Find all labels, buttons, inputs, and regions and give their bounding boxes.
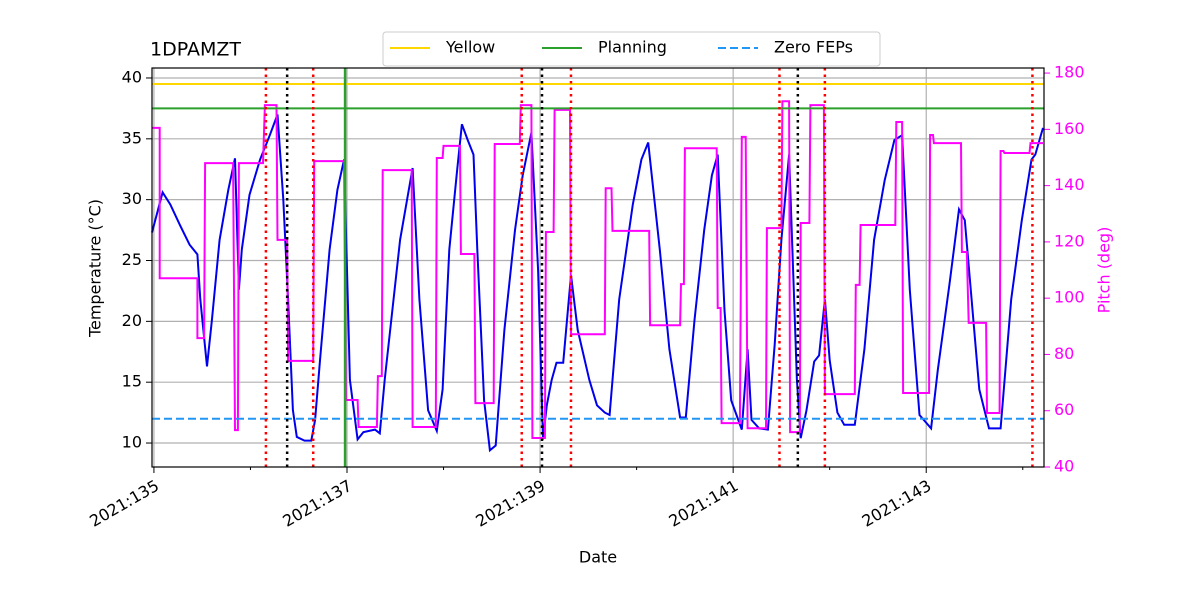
legend: Yellow Planning Zero FEPs [382,31,881,67]
y-tick-label: 25 [122,250,142,269]
legend-label: Planning [598,38,667,57]
y-tick-label: 40 [122,67,142,86]
series-line [151,114,1044,453]
y2-tick-label: 160 [1054,119,1085,138]
y-tick-label: 35 [122,128,142,147]
legend-label: Yellow [445,38,495,57]
y-tick-label: 30 [122,189,142,208]
legend-box [382,31,881,67]
legend-label: Zero FEPs [774,38,853,57]
y2-tick-label: 100 [1054,288,1085,307]
y2-tick-label: 80 [1054,344,1074,363]
x-tick-label: 2021:141 [666,476,742,531]
y2-tick-label: 60 [1054,400,1074,419]
y-tick-label: 10 [122,433,142,452]
y-tick-label: 15 [122,372,142,391]
x-tick-label: 2021:135 [86,476,162,531]
chart-title: 1DPAMZT [150,39,241,61]
x-axis-label: Date [579,548,617,567]
y2-tick-label: 40 [1054,457,1074,476]
series-line [152,100,1043,439]
x-tick-label: 2021:143 [859,476,935,531]
y2-tick-label: 120 [1054,231,1085,250]
x-tick-label: 2021:139 [472,476,548,531]
y-axis-label: Temperature (°C) [86,199,105,338]
y2-tick-label: 180 [1054,63,1085,82]
y2-tick-label: 140 [1054,175,1085,194]
x-tick-label: 2021:137 [279,476,355,531]
plot-frame [151,67,1045,468]
y2-axis-label: Pitch (deg) [1095,227,1114,314]
y-tick-label: 20 [122,311,142,330]
